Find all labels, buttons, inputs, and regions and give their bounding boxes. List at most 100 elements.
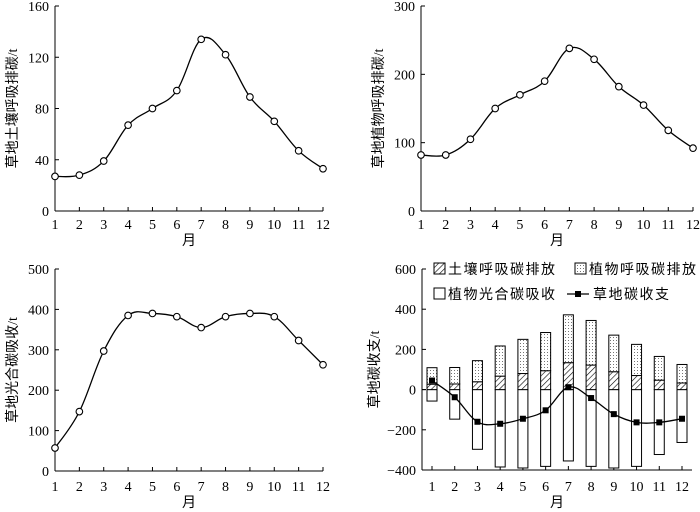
balance-point — [474, 418, 481, 425]
series-line — [420, 46, 694, 157]
x-tick-label: 9 — [246, 218, 253, 233]
y-tick-label: 0 — [42, 465, 49, 480]
x-tick-label: 6 — [173, 218, 180, 233]
balance-point — [565, 384, 572, 391]
data-point — [246, 309, 254, 318]
bar-plant-respiration — [471, 360, 483, 383]
data-point — [221, 312, 230, 321]
balance-point — [610, 411, 617, 418]
bar-photosynthesis — [631, 389, 643, 467]
x-tick-label: 5 — [516, 218, 523, 233]
bar-photosynthesis — [517, 389, 529, 469]
legend-item: 土壤呼吸碳排放 — [433, 261, 555, 278]
x-tick-label: 11 — [292, 480, 305, 495]
bar-plant-respiration — [585, 319, 597, 366]
y-axis-label: 草地植物呼吸排碳/t — [371, 49, 387, 169]
x-tick-label: 10 — [637, 218, 651, 233]
bar-soil-respiration — [471, 381, 483, 391]
data-point — [441, 151, 450, 159]
y-tick-label: 500 — [28, 263, 49, 278]
x-tick-label: 3 — [474, 480, 481, 495]
data-point — [148, 104, 157, 113]
data-point — [516, 90, 524, 99]
x-tick-label: 11 — [292, 218, 305, 233]
data-point — [590, 55, 598, 64]
x-tick-label: 1 — [418, 218, 425, 233]
bar-photosynthesis — [494, 389, 506, 468]
y-tick-label: 200 — [28, 384, 49, 399]
y-axis-label: 草地土壤呼吸排碳/t — [4, 49, 21, 169]
y-tick-label: 300 — [28, 344, 49, 359]
x-axis-label: 月 — [550, 495, 564, 511]
x-tick-label: 8 — [222, 218, 229, 233]
balance-point — [656, 419, 663, 426]
y-tick-label: 100 — [28, 425, 49, 440]
data-point — [294, 146, 303, 155]
x-tick-label: 11 — [662, 218, 675, 233]
data-point — [124, 121, 132, 130]
balance-line — [431, 380, 683, 426]
bar-plant-respiration — [540, 332, 552, 372]
data-point — [51, 444, 59, 452]
x-tick-label: 6 — [542, 480, 549, 495]
y-tick-label: 300 — [394, 0, 415, 15]
legend-label: 植物呼吸碳排放 — [589, 262, 698, 278]
y-tick-label: 120 — [28, 51, 49, 66]
x-tick-label: 9 — [615, 218, 622, 233]
data-point — [540, 77, 549, 86]
bar-plant-respiration — [608, 334, 620, 373]
bar-soil-respiration — [608, 371, 620, 391]
legend-swatch — [574, 262, 587, 275]
legend-marker — [575, 291, 581, 297]
x-tick-label: 1 — [52, 480, 59, 495]
bar-photosynthesis — [540, 389, 552, 467]
bar-soil-respiration — [540, 370, 552, 391]
series-line — [54, 311, 324, 449]
x-tick-label: 8 — [591, 218, 598, 233]
balance-point — [519, 415, 526, 422]
data-point — [319, 164, 327, 173]
bar-soil-respiration — [426, 383, 438, 391]
x-tick-label: 7 — [565, 480, 572, 495]
x-tick-label: 6 — [173, 480, 180, 495]
y-tick-label: 40 — [35, 154, 49, 169]
y-tick-label: 400 — [28, 303, 49, 318]
bar-plant-respiration — [562, 314, 574, 364]
x-tick-label: 10 — [630, 480, 644, 495]
x-tick-label: 8 — [222, 480, 229, 495]
data-point — [270, 312, 279, 321]
x-tick-label: 5 — [519, 480, 526, 495]
bar-photosynthesis — [426, 389, 438, 402]
data-point — [197, 323, 206, 332]
x-tick-label: 9 — [246, 480, 253, 495]
x-tick-label: 1 — [429, 480, 436, 495]
y-tick-label: −200 — [387, 424, 416, 439]
x-tick-label: 4 — [497, 480, 504, 495]
legend-label: 植物光合碳吸收 — [448, 287, 557, 303]
bar-photosynthesis — [562, 389, 574, 462]
x-tick-label: 10 — [267, 480, 281, 495]
legend-item: 草地碳收支 — [567, 287, 669, 303]
legend-swatch — [433, 287, 446, 300]
x-tick-label: 11 — [653, 480, 666, 495]
x-tick-label: 4 — [125, 218, 132, 233]
x-tick-label: 12 — [675, 480, 689, 495]
legend-swatch — [433, 262, 446, 275]
x-tick-label: 5 — [149, 480, 156, 495]
x-tick-label: 4 — [492, 218, 499, 233]
bar-plant-respiration — [449, 366, 461, 385]
y-tick-label: −400 — [387, 464, 416, 479]
y-tick-label: 200 — [394, 68, 415, 83]
x-tick-label: 7 — [198, 218, 205, 233]
data-point — [75, 171, 84, 179]
bar-photosynthesis — [608, 389, 620, 469]
x-tick-label: 3 — [100, 218, 107, 233]
y-tick-label: 0 — [409, 384, 416, 399]
x-tick-label: 1 — [52, 218, 59, 233]
x-tick-label: 6 — [541, 218, 548, 233]
